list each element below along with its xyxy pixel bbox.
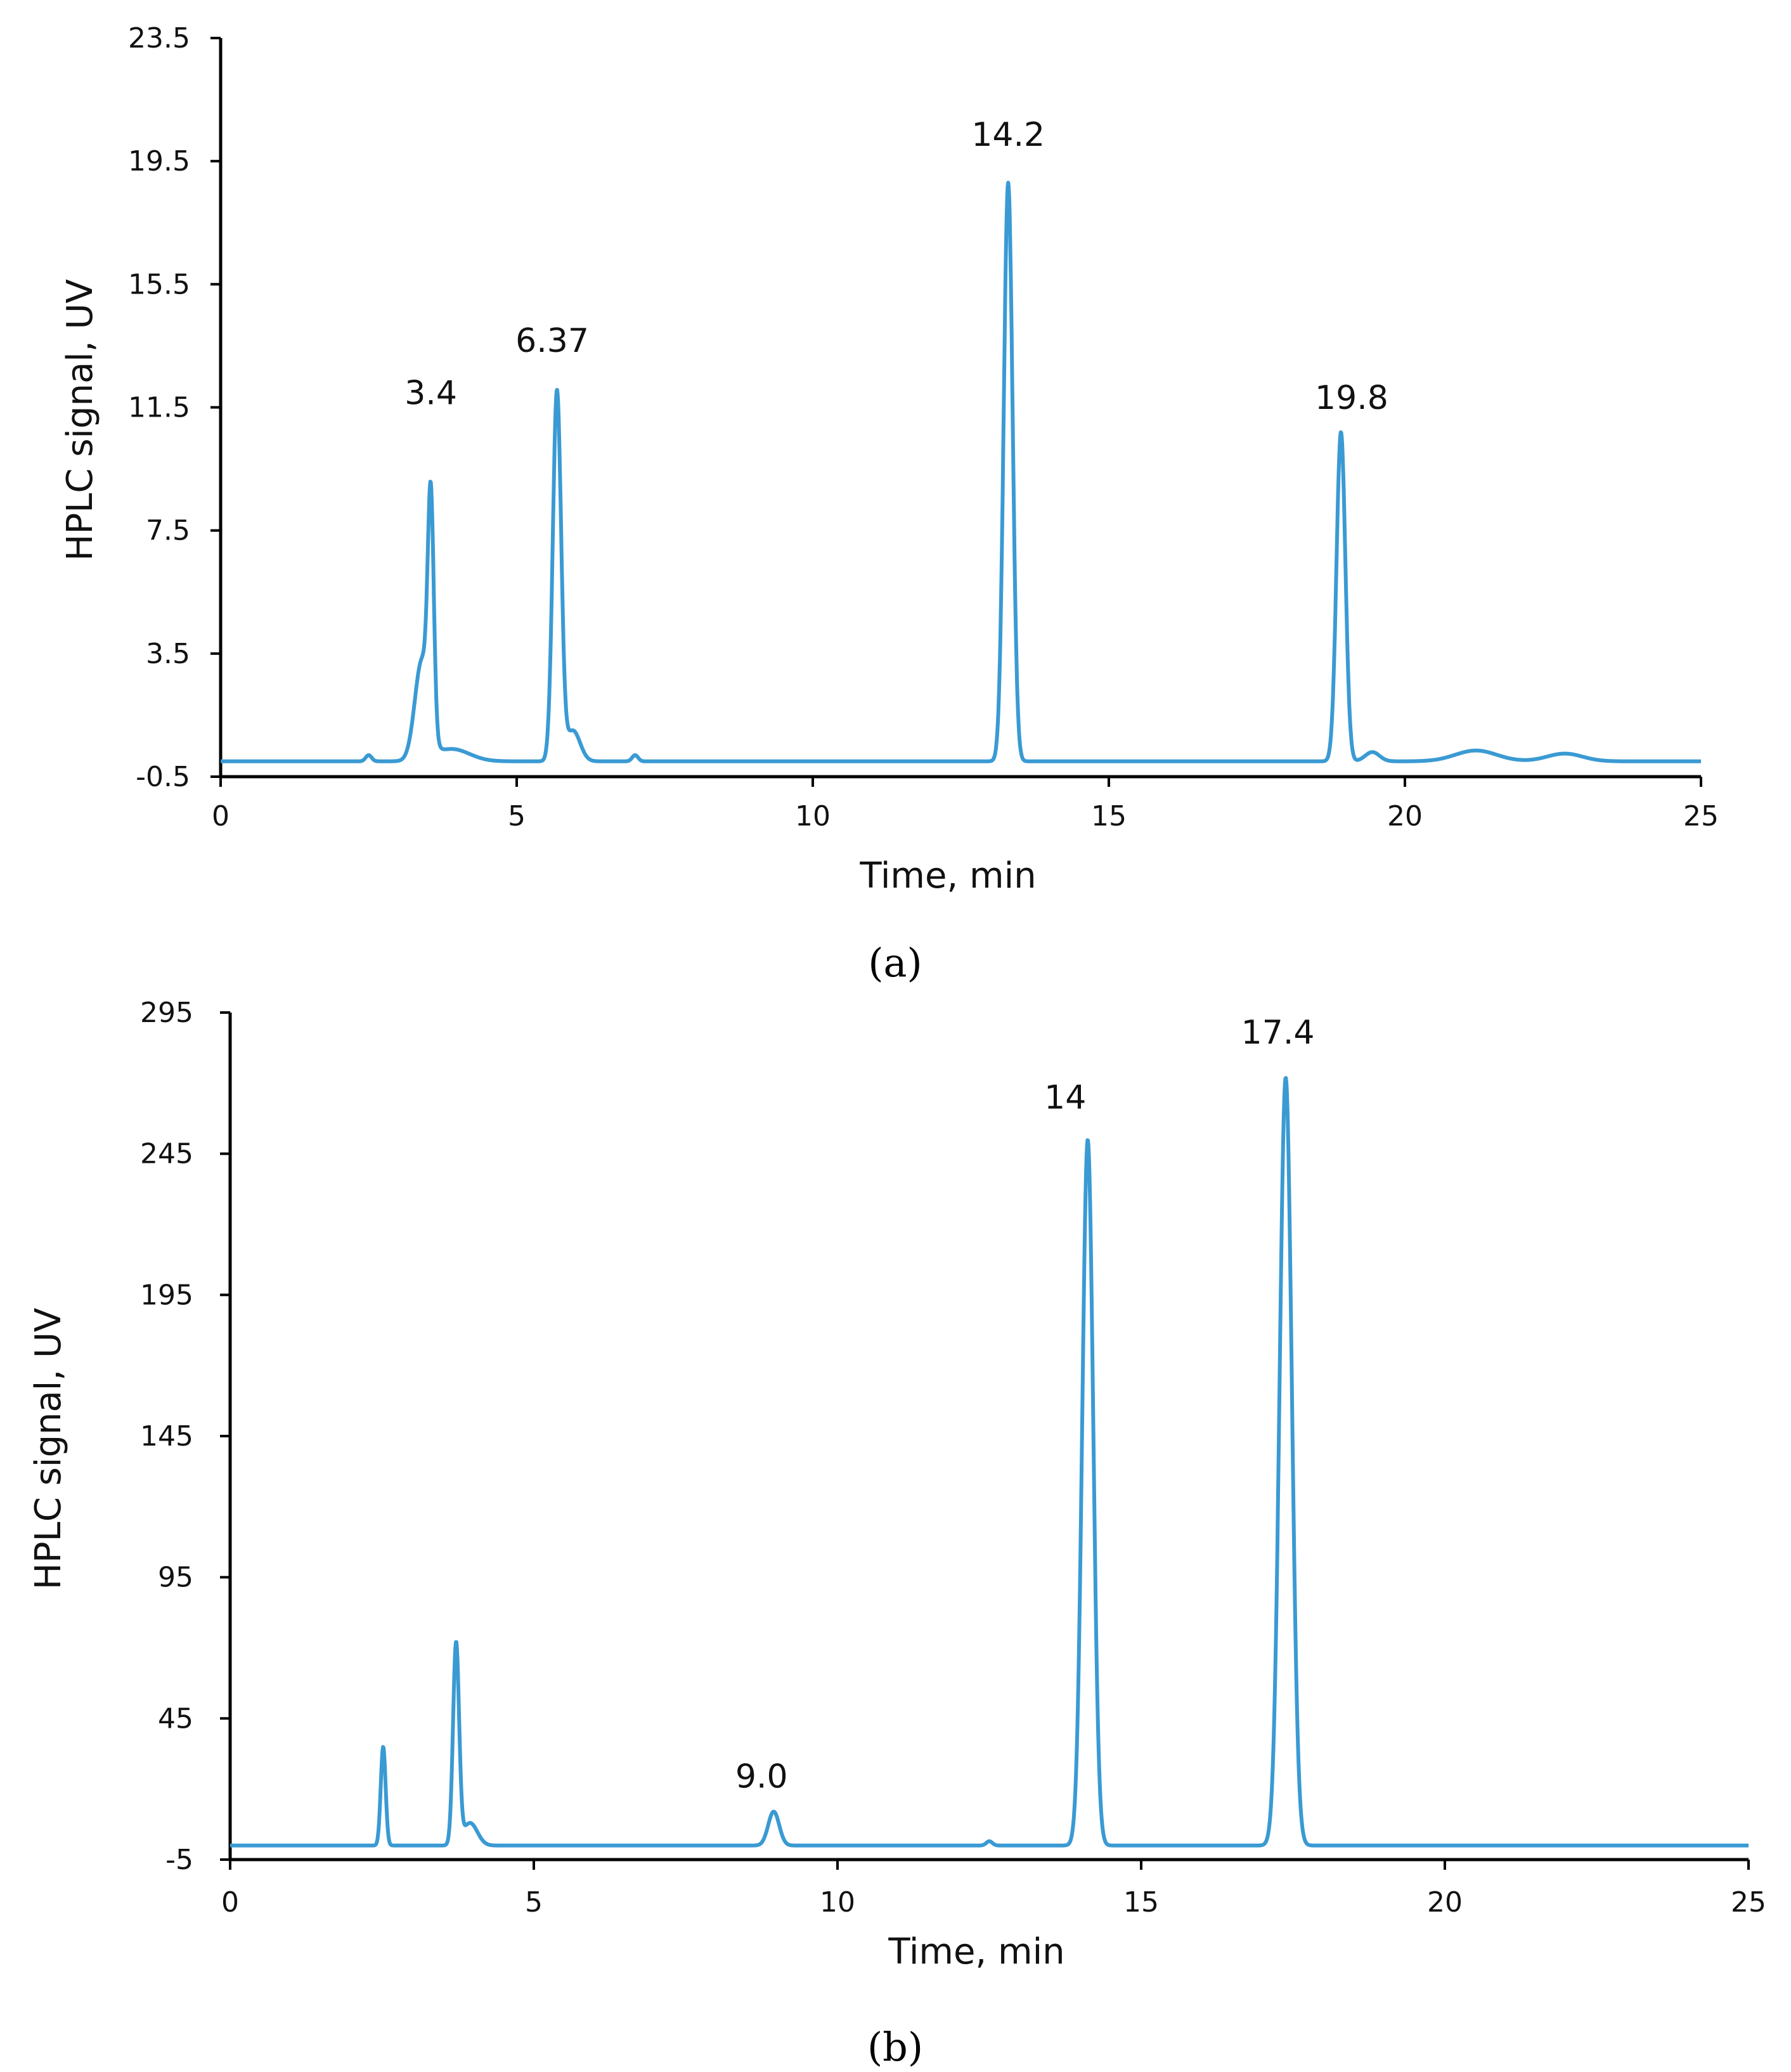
y-tick-label: 95 bbox=[158, 1562, 193, 1594]
y-tick-label: 15.5 bbox=[128, 268, 190, 301]
plot-area: -5 45 95 145 195 245 295 0 5 10 15 20 25 9.0 14 17.4 bbox=[140, 997, 1766, 1919]
x-tick-label: 0 bbox=[212, 800, 230, 832]
panel-label: (b) bbox=[867, 2024, 923, 2070]
y-tick-label: 295 bbox=[140, 997, 193, 1029]
x-tick-label: 15 bbox=[1123, 1886, 1159, 1919]
x-axis-label: Time, min bbox=[888, 1931, 1064, 1972]
y-axis-label: HPLC signal, UV bbox=[28, 1308, 69, 1590]
chart-b: -5 45 95 145 195 245 295 0 5 10 15 20 25 9.0 14 17.4 Ti… bbox=[28, 997, 1766, 2070]
chromatogram-trace bbox=[219, 181, 1703, 763]
y-tick-label: 45 bbox=[158, 1702, 193, 1735]
x-tick-label: 25 bbox=[1731, 1886, 1766, 1919]
y-tick-label: 145 bbox=[140, 1420, 193, 1453]
peak-label: 14.2 bbox=[971, 116, 1045, 154]
x-tick-label: 5 bbox=[508, 800, 526, 832]
chart-a: -0.5 3.5 7.5 11.5 15.5 19.5 23.5 0 5 10 15 20 25 3.4 6… bbox=[60, 22, 1719, 986]
x-tick-label: 10 bbox=[820, 1886, 855, 1919]
chromatogram-trace bbox=[228, 1076, 1750, 1848]
y-tick-label: 195 bbox=[140, 1279, 193, 1311]
y-tick-label: -5 bbox=[165, 1844, 193, 1876]
peak-label: 3.4 bbox=[404, 375, 457, 413]
y-tick-label: 245 bbox=[140, 1138, 193, 1170]
x-tick-label: 15 bbox=[1091, 800, 1127, 832]
x-tick-label: 0 bbox=[221, 1886, 239, 1919]
y-tick-label: 11.5 bbox=[128, 392, 190, 424]
panel-label: (a) bbox=[868, 940, 922, 986]
x-tick-label: 5 bbox=[525, 1886, 543, 1919]
x-tick-label: 10 bbox=[795, 800, 831, 832]
y-tick-label: -0.5 bbox=[136, 761, 190, 793]
peak-label: 14 bbox=[1044, 1078, 1086, 1117]
peak-label: 6.37 bbox=[515, 322, 589, 360]
y-axis-label: HPLC signal, UV bbox=[60, 279, 101, 561]
y-tick-label: 19.5 bbox=[128, 145, 190, 178]
x-axis-label: Time, min bbox=[859, 855, 1036, 897]
y-tick-label: 3.5 bbox=[146, 638, 190, 670]
peak-label: 9.0 bbox=[735, 1758, 788, 1796]
y-tick-label: 7.5 bbox=[146, 515, 190, 547]
y-tick-label: 23.5 bbox=[128, 22, 190, 55]
x-tick-label: 20 bbox=[1427, 1886, 1463, 1919]
x-tick-label: 20 bbox=[1387, 800, 1423, 832]
x-tick-label: 25 bbox=[1683, 800, 1719, 832]
peak-label: 19.8 bbox=[1315, 379, 1388, 417]
plot-area: -0.5 3.5 7.5 11.5 15.5 19.5 23.5 0 5 10 15 20 25 3.4 6… bbox=[128, 22, 1719, 832]
peak-label: 17.4 bbox=[1241, 1014, 1315, 1052]
